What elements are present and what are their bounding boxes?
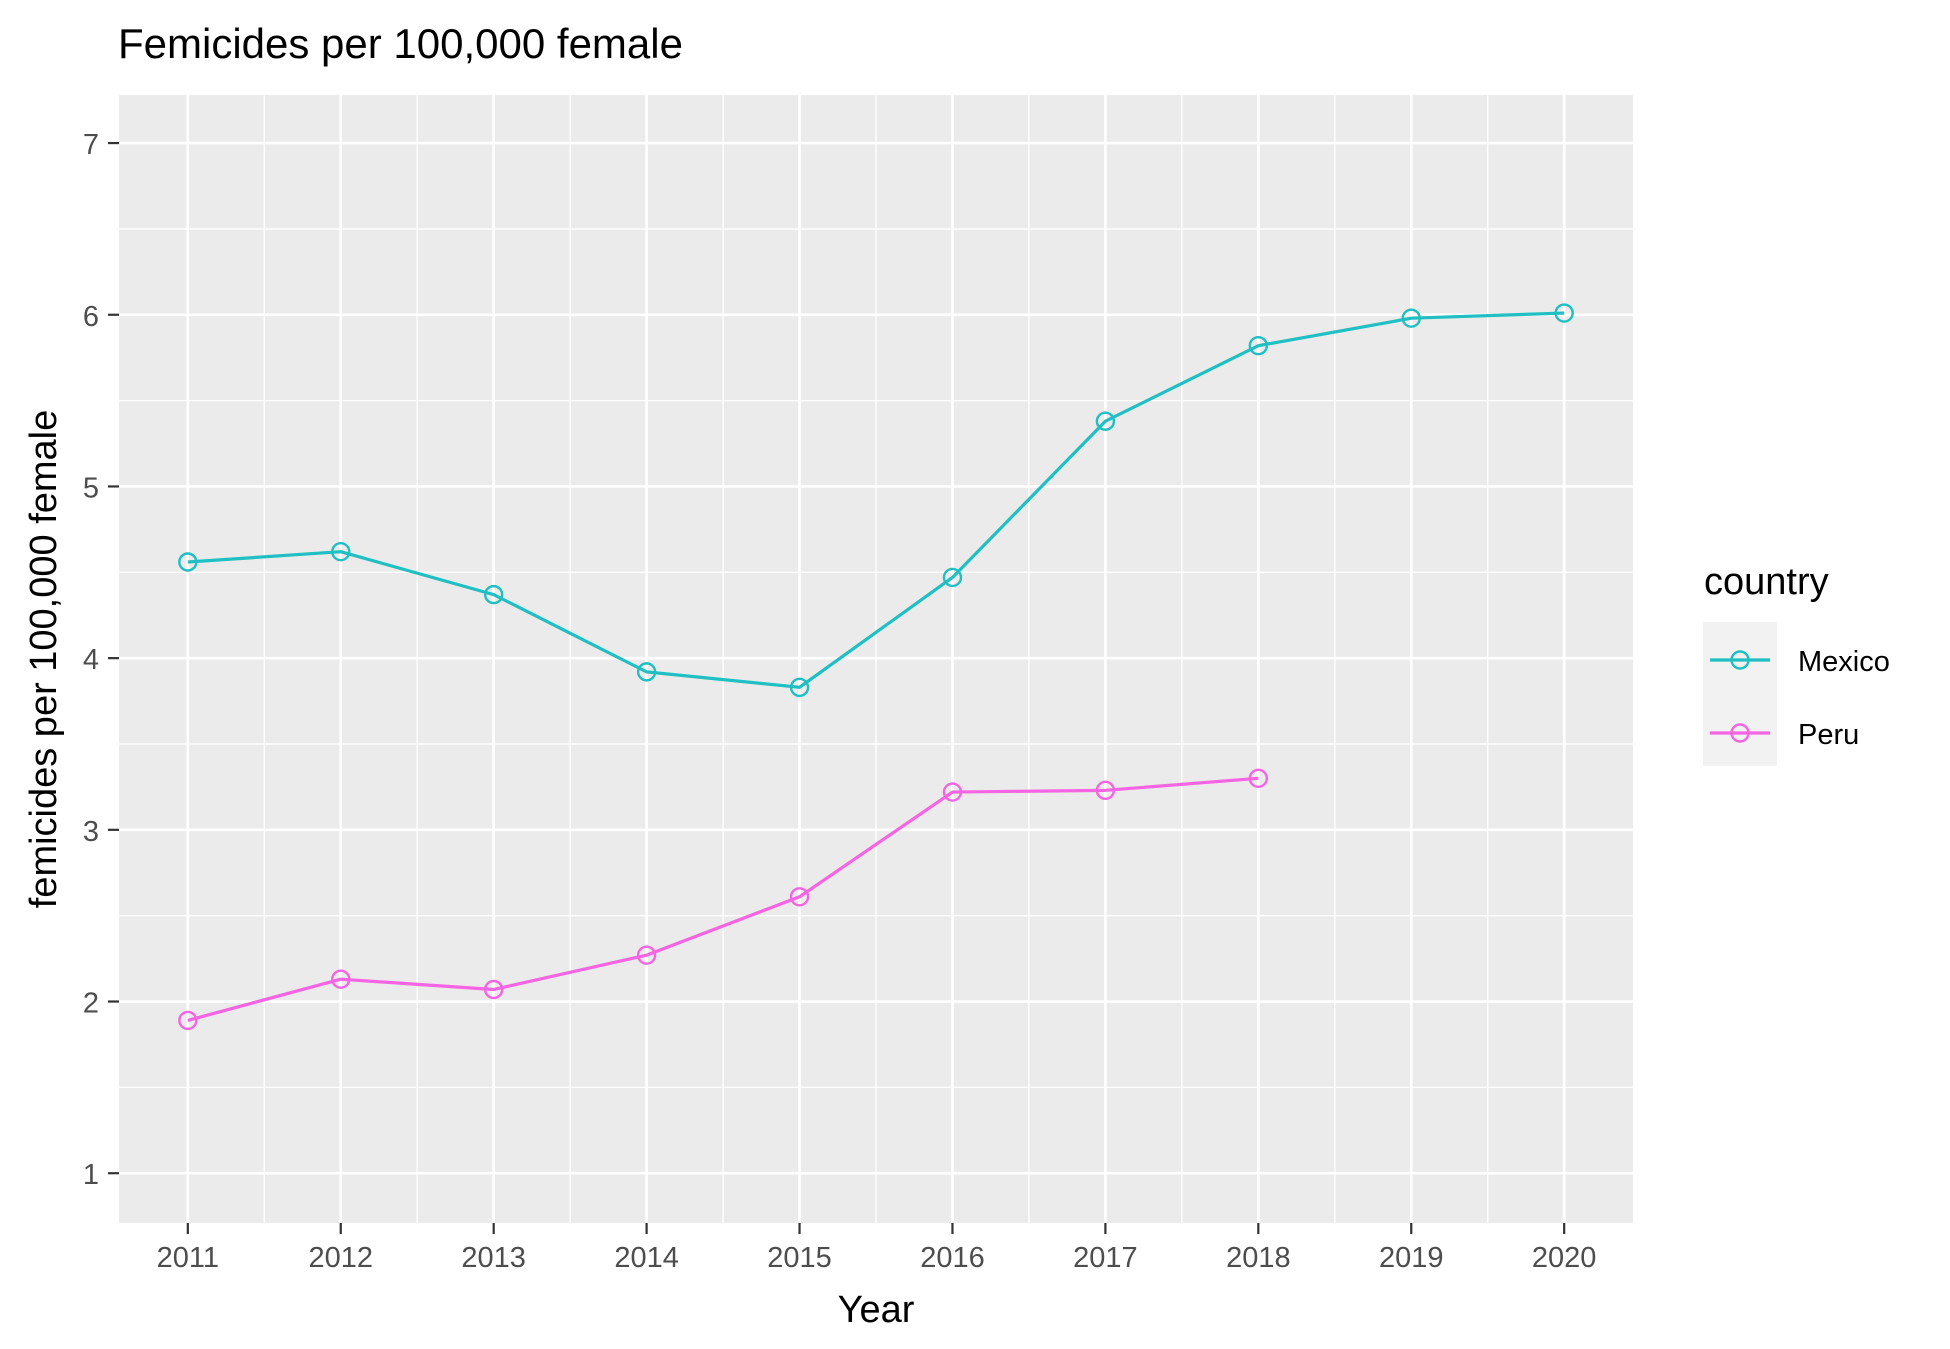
x-tick-label: 2019 [1379, 1242, 1444, 1274]
x-axis: 2011 2012 2013 2014 2015 2016 2017 2018 2019 2020 [157, 1223, 1597, 1274]
y-tick-label: 7 [83, 129, 99, 161]
data-point-peru [636, 945, 657, 965]
legend-label-mexico: Mexico [1798, 646, 1890, 678]
major-gridlines [119, 95, 1633, 1223]
data-point-mexico [942, 567, 963, 588]
data-point-peru [789, 887, 810, 907]
data-point-peru [942, 782, 963, 802]
data-point-peru [1095, 780, 1116, 801]
data-point-mexico [483, 584, 504, 605]
data-point-peru [331, 969, 351, 989]
y-axis: 1 2 3 4 5 6 7 [83, 129, 119, 1191]
legend: country Mexico Peru [1703, 561, 1890, 766]
data-point-mexico [1554, 303, 1574, 323]
data-point-mexico [1248, 335, 1269, 356]
legend-title: country [1704, 561, 1829, 603]
data-point-mexico [178, 552, 198, 572]
legend-label-peru: Peru [1798, 719, 1859, 751]
x-tick-label: 2013 [461, 1242, 526, 1274]
series-line-mexico [187, 311, 1565, 689]
series-line-peru [187, 776, 1259, 1022]
x-tick-label: 2017 [1073, 1242, 1138, 1274]
chart-title: Femicides per 100,000 female [118, 20, 683, 67]
data-point-mexico [789, 677, 810, 698]
data-point-peru [1248, 768, 1269, 789]
y-tick-label: 6 [83, 301, 99, 333]
y-axis-title: femicides per 100,000 female [23, 410, 65, 909]
data-point-mexico [1095, 411, 1116, 431]
data-point-mexico [636, 662, 657, 682]
y-tick-label: 3 [83, 816, 99, 848]
x-tick-label: 2011 [157, 1242, 219, 1274]
x-axis-title: Year [838, 1289, 915, 1331]
x-tick-label: 2016 [920, 1242, 985, 1274]
data-point-peru [178, 1010, 198, 1031]
y-tick-label: 1 [83, 1159, 99, 1191]
y-tick-label: 4 [83, 644, 99, 676]
x-tick-label: 2012 [308, 1242, 373, 1274]
legend-key-background [1703, 622, 1777, 766]
x-tick-label: 2014 [614, 1242, 679, 1274]
x-tick-label: 2015 [767, 1242, 832, 1274]
x-tick-label: 2020 [1532, 1242, 1597, 1274]
y-tick-label: 5 [83, 472, 99, 504]
y-tick-label: 2 [83, 988, 99, 1020]
x-tick-label: 2018 [1226, 1242, 1291, 1274]
data-point-mexico [1401, 308, 1421, 328]
data-point-peru [483, 979, 504, 1000]
legend-key-point-mexico [1730, 650, 1750, 670]
legend-key-point-peru [1730, 723, 1750, 743]
data-point-mexico [331, 541, 351, 562]
series-layer [178, 303, 1574, 1031]
